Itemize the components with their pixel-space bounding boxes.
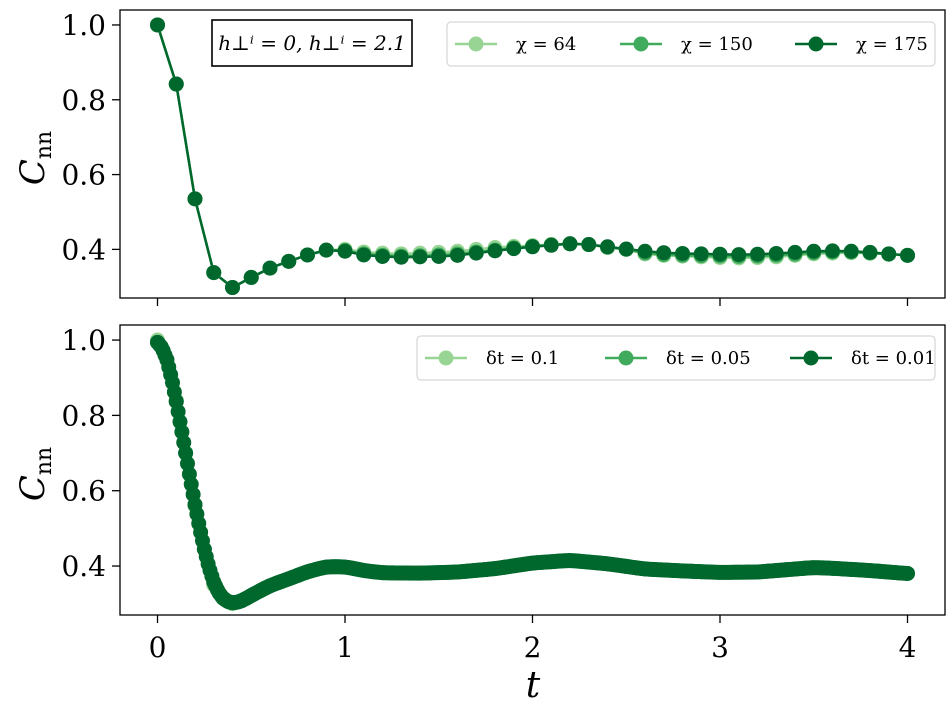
data-point [300,247,315,263]
bottom-panel: 0.4 0.6 0.8 1.0 0 1 2 3 4 Cnn t δt = 0.1 δt = 0.… [13,324,946,706]
data-point [393,249,409,265]
legend-label-dt-0.01: δt = 0.01 [851,348,936,369]
legend-item-chi-64: χ = 64 [455,34,576,55]
parameter-annotation: h⊥ⁱ = 0, h⊥ⁱ = 2.1 [211,19,413,67]
data-point [675,245,690,261]
legend-marker-dt-0.05 [618,350,634,366]
legend-item-chi-175: χ = 175 [795,34,928,55]
data-point [506,241,522,257]
data-point [731,247,747,263]
x-tick-label: 3 [711,631,729,664]
data-point [900,565,915,581]
data-point [206,265,222,281]
data-point [693,246,709,262]
data-point [618,241,634,257]
data-point [600,239,615,255]
data-point [637,243,653,259]
x-tick-label: 2 [524,631,542,664]
bottom-y-axis-label: Cnn [13,447,57,501]
x-tick-label: 0 [149,631,167,664]
bottom-series-points [150,332,915,612]
data-point [487,243,503,259]
data-point [581,237,597,253]
y-tick-label: 0.4 [61,550,106,583]
data-point [243,269,259,285]
data-point [750,246,765,262]
data-point [262,260,278,276]
x-tick-label: 1 [336,631,354,664]
y-tick-label: 0.6 [61,475,106,508]
annotation-box [211,19,413,67]
data-point [881,246,897,262]
data-point [337,243,353,259]
top-y-axis-label: Cnn [13,131,57,185]
top-legend: χ = 64 χ = 150 χ = 175 [446,21,936,67]
data-point [562,236,578,252]
data-point [356,247,372,263]
y-tick-label: 1.0 [61,324,106,357]
data-point [712,246,728,262]
data-point [468,245,484,261]
legend-item-chi-150: χ = 150 [620,34,753,55]
legend-item-dt-0.05: δt = 0.05 [605,348,751,369]
legend-marker-chi-175 [808,36,824,52]
data-point [187,191,203,207]
data-point [862,244,878,260]
top-panel: 0.4 0.6 0.8 1.0 Cnn h⊥ⁱ = 0, h⊥ⁱ = 2.1 χ = … [13,9,946,306]
legend-label-dt-0.1: δt = 0.1 [486,348,559,369]
y-tick-label: 0.8 [61,84,106,117]
legend-label-dt-0.05: δt = 0.05 [666,348,751,369]
data-point [168,76,184,92]
y-tick-label: 1.0 [61,9,106,42]
legend-marker-chi-64 [468,36,484,52]
top-legend-frame [446,21,936,67]
legend-marker-dt-0.01 [803,350,819,366]
data-point [431,248,447,264]
data-point [412,249,428,265]
legend-marker-chi-150 [633,36,649,52]
y-tick-label: 0.4 [61,233,106,266]
data-point [281,253,297,269]
legend-label-chi-175: χ = 175 [856,34,928,55]
data-point [900,247,915,263]
data-point [375,248,390,264]
data-point [225,280,240,296]
x-tick-label: 4 [899,631,917,664]
data-point [768,245,784,261]
annotation-text: h⊥ⁱ = 0, h⊥ⁱ = 2.1 [218,31,406,55]
top-ticks: 0.4 0.6 0.8 1.0 [61,9,909,306]
data-point [450,247,465,263]
data-point [825,243,840,259]
data-point [318,242,334,258]
legend-label-chi-150: χ = 150 [681,34,753,55]
bottom-legend: δt = 0.1 δt = 0.05 δt = 0.01 [416,335,936,381]
data-point [843,243,859,259]
data-point [656,245,672,261]
top-series-points [150,17,915,296]
bottom-legend-frame [416,335,936,381]
data-point [543,237,559,253]
data-point [525,239,540,255]
legend-item-dt-0.01: δt = 0.01 [790,348,936,369]
legend-marker-dt-0.1 [438,350,454,366]
legend-item-dt-0.1: δt = 0.1 [425,348,559,369]
data-point [806,243,822,259]
x-axis-label: t [526,665,541,706]
y-tick-label: 0.8 [61,399,106,432]
bottom-ticks: 0.4 0.6 0.8 1.0 0 1 2 3 4 [61,324,916,664]
data-point [787,244,803,260]
y-tick-label: 0.6 [61,159,106,192]
legend-label-chi-64: χ = 64 [516,34,576,55]
data-point [150,17,165,33]
